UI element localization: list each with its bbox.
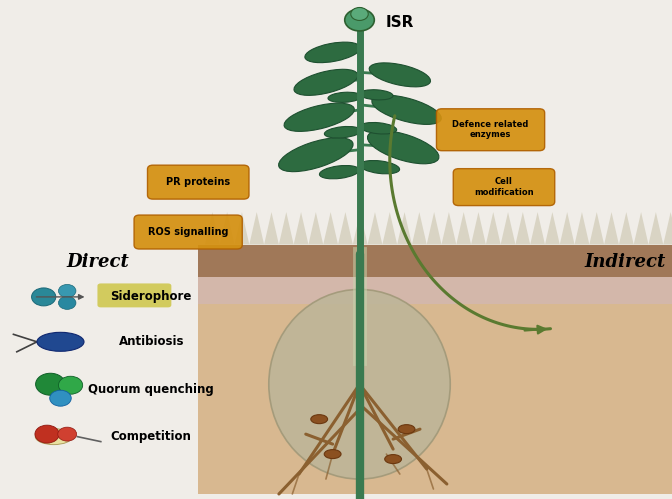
Polygon shape — [515, 212, 530, 245]
Circle shape — [50, 390, 71, 406]
Ellipse shape — [319, 166, 360, 179]
Text: Quorum quenching: Quorum quenching — [88, 383, 214, 396]
Ellipse shape — [360, 90, 393, 100]
Polygon shape — [442, 212, 456, 245]
Ellipse shape — [311, 415, 328, 424]
Polygon shape — [589, 212, 604, 245]
Circle shape — [58, 296, 76, 309]
Ellipse shape — [372, 95, 442, 124]
Ellipse shape — [305, 42, 360, 63]
Polygon shape — [456, 212, 471, 245]
Polygon shape — [486, 212, 501, 245]
Ellipse shape — [398, 425, 415, 434]
FancyBboxPatch shape — [437, 109, 544, 151]
Circle shape — [58, 284, 76, 297]
Polygon shape — [338, 212, 353, 245]
Ellipse shape — [325, 450, 341, 459]
Ellipse shape — [325, 126, 361, 138]
Text: Indirect: Indirect — [584, 253, 666, 271]
Ellipse shape — [269, 289, 450, 479]
Text: Cell
modification: Cell modification — [474, 178, 534, 197]
Circle shape — [345, 9, 374, 31]
FancyBboxPatch shape — [134, 215, 242, 249]
Text: Direct: Direct — [66, 253, 129, 271]
Polygon shape — [235, 212, 249, 245]
Text: Defence related
enzymes: Defence related enzymes — [452, 120, 529, 139]
Polygon shape — [619, 212, 634, 245]
Polygon shape — [308, 212, 323, 245]
Ellipse shape — [35, 429, 72, 445]
Text: Competition: Competition — [111, 430, 192, 443]
Circle shape — [351, 7, 368, 20]
Polygon shape — [249, 212, 264, 245]
Polygon shape — [368, 212, 382, 245]
Circle shape — [58, 376, 83, 394]
Bar — [198, 304, 672, 494]
Polygon shape — [634, 212, 648, 245]
Text: Siderophore: Siderophore — [110, 290, 192, 303]
Text: PR proteins: PR proteins — [166, 177, 230, 187]
Ellipse shape — [279, 138, 353, 172]
Polygon shape — [471, 212, 486, 245]
Polygon shape — [412, 212, 427, 245]
Polygon shape — [205, 212, 220, 245]
Polygon shape — [560, 212, 575, 245]
FancyBboxPatch shape — [97, 283, 171, 307]
Circle shape — [36, 373, 65, 395]
Polygon shape — [382, 212, 397, 245]
Circle shape — [32, 288, 56, 306]
Polygon shape — [530, 212, 545, 245]
Ellipse shape — [369, 63, 431, 87]
Polygon shape — [648, 212, 663, 245]
Bar — [198, 277, 672, 304]
Circle shape — [35, 425, 59, 443]
Ellipse shape — [294, 69, 358, 95]
Polygon shape — [397, 212, 412, 245]
Ellipse shape — [360, 161, 400, 174]
Polygon shape — [279, 212, 294, 245]
Text: ISR: ISR — [386, 15, 414, 30]
Polygon shape — [294, 212, 308, 245]
Polygon shape — [220, 212, 235, 245]
Polygon shape — [545, 212, 560, 245]
Ellipse shape — [37, 332, 84, 351]
Ellipse shape — [284, 103, 354, 131]
Polygon shape — [663, 212, 672, 245]
Polygon shape — [264, 212, 279, 245]
Polygon shape — [427, 212, 442, 245]
FancyBboxPatch shape — [453, 169, 554, 206]
Ellipse shape — [368, 131, 439, 164]
Text: Antibiosis: Antibiosis — [118, 335, 184, 348]
Ellipse shape — [328, 92, 362, 102]
Circle shape — [58, 427, 77, 441]
Ellipse shape — [385, 455, 402, 464]
Polygon shape — [501, 212, 515, 245]
Polygon shape — [604, 212, 619, 245]
Text: ROS signalling: ROS signalling — [148, 227, 228, 237]
Polygon shape — [323, 212, 338, 245]
Ellipse shape — [360, 122, 396, 134]
Bar — [198, 245, 672, 277]
FancyBboxPatch shape — [147, 165, 249, 199]
Polygon shape — [575, 212, 589, 245]
Polygon shape — [353, 212, 368, 245]
